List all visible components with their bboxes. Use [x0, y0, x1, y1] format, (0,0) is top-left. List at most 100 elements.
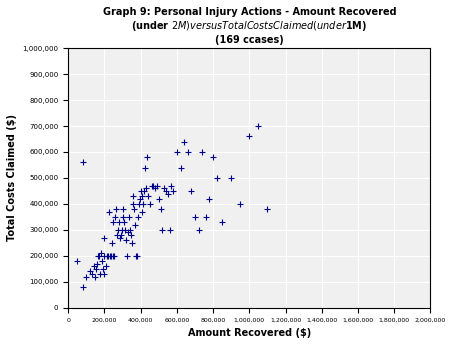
Point	[195, 227, 202, 233]
Point	[264, 206, 271, 212]
Point	[135, 214, 142, 220]
Point	[118, 227, 125, 233]
Point	[144, 155, 151, 160]
Point	[87, 269, 94, 274]
Point	[151, 186, 159, 191]
Point	[162, 188, 169, 194]
Point	[209, 155, 217, 160]
Point	[139, 193, 146, 199]
Point	[132, 222, 139, 227]
Point	[188, 188, 195, 194]
Point	[127, 232, 135, 238]
Point	[137, 188, 145, 194]
Point	[92, 274, 99, 279]
Point	[79, 284, 87, 290]
Point	[106, 253, 114, 259]
Point	[177, 165, 184, 170]
Point	[157, 206, 164, 212]
Point	[206, 196, 213, 201]
Point	[110, 219, 117, 225]
Point	[164, 191, 171, 196]
Point	[135, 201, 143, 207]
Point	[138, 209, 145, 215]
Point	[141, 188, 148, 194]
Point	[122, 227, 129, 233]
Point	[95, 253, 102, 259]
Point	[101, 253, 108, 259]
Point	[255, 123, 262, 129]
Point	[160, 186, 168, 191]
Point	[153, 183, 160, 188]
Point	[112, 214, 119, 220]
Point	[169, 188, 177, 194]
Point	[246, 134, 253, 139]
Point	[120, 206, 127, 212]
Point	[146, 201, 154, 207]
Point	[97, 250, 105, 256]
Point	[113, 206, 120, 212]
Point	[108, 240, 116, 246]
Point	[150, 183, 157, 188]
Point	[227, 175, 235, 181]
Point	[133, 253, 140, 259]
Point	[159, 227, 166, 233]
Point	[116, 235, 124, 240]
Point	[131, 206, 138, 212]
Point	[218, 219, 226, 225]
Point	[98, 258, 106, 264]
Point	[168, 183, 175, 188]
Point	[115, 227, 122, 233]
Point	[125, 230, 132, 235]
X-axis label: Amount Recovered ($): Amount Recovered ($)	[188, 328, 311, 338]
Point	[123, 237, 130, 243]
Point	[104, 253, 111, 259]
Point	[116, 219, 123, 225]
Point	[111, 253, 118, 259]
Point	[148, 183, 155, 188]
Point	[96, 253, 103, 259]
Point	[136, 196, 144, 201]
Point	[83, 274, 90, 279]
Point	[103, 264, 110, 269]
Point	[109, 253, 116, 259]
Point	[155, 196, 162, 201]
Point	[202, 214, 209, 220]
Point	[140, 201, 147, 207]
Point	[99, 266, 106, 272]
Point	[119, 214, 126, 220]
Point	[128, 240, 135, 246]
Point	[129, 193, 136, 199]
Point	[184, 149, 191, 155]
Point	[134, 253, 141, 259]
Y-axis label: Total Costs Claimed ($): Total Costs Claimed ($)	[7, 115, 17, 242]
Point	[93, 266, 100, 272]
Point	[96, 271, 104, 277]
Point	[236, 201, 244, 207]
Point	[198, 149, 206, 155]
Point	[142, 165, 149, 170]
Point	[106, 209, 113, 215]
Point	[94, 261, 101, 266]
Point	[79, 160, 87, 165]
Point	[90, 264, 97, 269]
Point	[105, 253, 112, 259]
Point	[191, 214, 198, 220]
Title: Graph 9: Personal Injury Actions - Amount Recovered
(under $2M) versus Total Cos: Graph 9: Personal Injury Actions - Amoun…	[102, 7, 396, 45]
Point	[130, 201, 137, 207]
Point	[117, 232, 125, 238]
Point	[145, 193, 152, 199]
Point	[180, 139, 188, 144]
Point	[125, 214, 133, 220]
Point	[74, 258, 81, 264]
Point	[114, 232, 121, 238]
Point	[100, 271, 107, 277]
Point	[143, 186, 150, 191]
Point	[166, 227, 173, 233]
Point	[173, 149, 180, 155]
Point	[101, 235, 108, 240]
Point	[88, 271, 96, 277]
Point	[121, 219, 128, 225]
Point	[126, 227, 134, 233]
Point	[213, 175, 220, 181]
Point	[107, 253, 115, 259]
